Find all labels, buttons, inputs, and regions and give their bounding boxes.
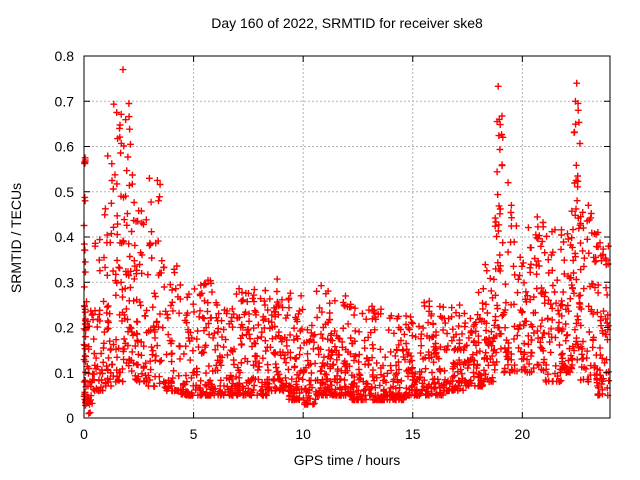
x-tick-label: 15 bbox=[405, 426, 421, 442]
axis-ticks bbox=[83, 55, 610, 419]
y-tick-label: 0.6 bbox=[55, 139, 75, 155]
y-tick-label: 0.2 bbox=[55, 320, 75, 336]
x-tick-label: 0 bbox=[80, 426, 88, 442]
x-tick-label: 20 bbox=[515, 426, 531, 442]
y-tick-label: 0 bbox=[66, 410, 74, 426]
x-axis-label: GPS time / hours bbox=[293, 452, 401, 468]
x-tick-label: 10 bbox=[295, 426, 311, 442]
y-tick-label: 0.5 bbox=[55, 184, 75, 200]
chart-title: Day 160 of 2022, SRMTID for receiver ske… bbox=[211, 15, 483, 31]
y-tick-label: 0.8 bbox=[55, 48, 75, 64]
y-tick-label: 0.3 bbox=[55, 274, 75, 290]
x-tick-label: 5 bbox=[190, 426, 198, 442]
y-tick-label: 0.7 bbox=[55, 93, 75, 109]
y-tick-label: 0.4 bbox=[55, 229, 75, 245]
y-tick-label: 0.1 bbox=[55, 365, 75, 381]
scatter-points bbox=[80, 66, 613, 417]
